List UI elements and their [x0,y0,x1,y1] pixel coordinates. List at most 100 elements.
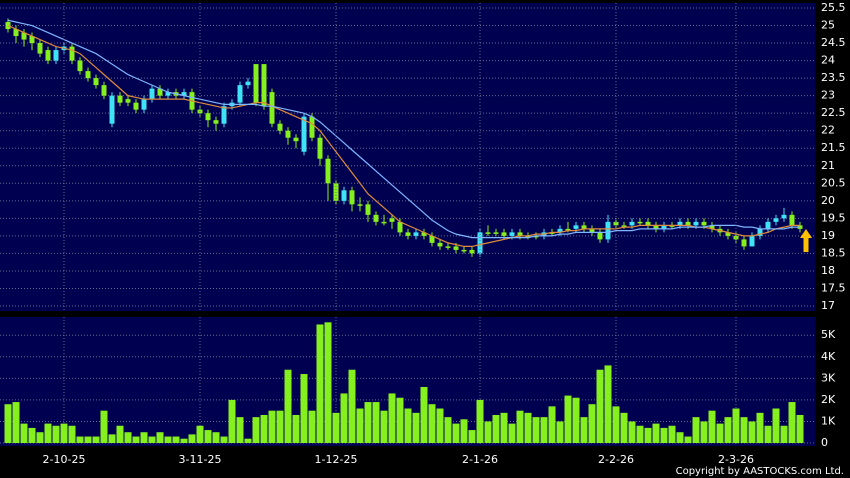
y-tick-label: 2K [821,393,836,406]
candle-body [597,232,603,240]
candle-body [357,204,363,206]
candle-body [341,190,347,201]
y-tick-label: 23.5 [821,71,846,84]
volume-bar [348,369,356,443]
candle-body [789,214,795,226]
candle-body [701,221,707,226]
candle-body [109,95,115,124]
volume-bar [316,324,324,443]
candle-body [533,235,539,238]
volume-bar [716,423,724,443]
volume-bar [484,421,492,443]
volume-bar [252,417,260,443]
volume-bar [268,410,276,443]
candle-body [181,92,187,96]
volume-bar [92,436,100,443]
y-tick-label: 22 [821,124,835,137]
volume-bar [340,393,348,443]
candle-body [149,88,155,100]
y-tick-label: 23 [821,89,835,102]
y-tick-label: 0 [821,436,828,449]
candle-body [637,221,643,224]
candle-body [765,221,771,229]
moving-average-line [7,19,800,239]
candle-body [221,106,227,124]
candle-body [285,130,291,138]
volume-bar [196,425,204,443]
y-tick-label: 25.5 [821,1,846,14]
volume-bar [204,430,212,443]
candle-body [261,64,267,107]
volume-bar [604,365,612,443]
volume-bar [260,414,268,443]
y-tick-label: 4K [821,350,836,363]
y-tick-label: 17 [821,299,835,312]
y-tick-label: 24 [821,54,835,67]
candle-body [629,221,635,226]
candle-body [661,225,667,229]
volume-bar [84,436,92,443]
candle-body [165,92,171,96]
copyright: Copyright by AASTOCKS.com Ltd. [676,466,844,477]
plot-layer: 17 17.5 18 18.5 19 19.5 20 20.5 21 21.5 22 22.5 23 23… [0,1,846,466]
y-tick-label: 5K [821,328,836,341]
volume-bar [100,410,108,443]
candle-body [485,232,491,234]
y-tick-label: 18 [821,264,835,277]
volume-bar [228,399,236,443]
volume-bar [548,406,556,443]
candle-body [413,232,419,236]
volume-bar [292,414,300,443]
volume-bar [332,412,340,443]
candle-body [125,99,131,103]
volume-bar [756,412,764,443]
candle-body [781,214,787,219]
volume-bar [708,410,716,443]
volume-bar [28,427,36,443]
volume-bar [116,425,124,443]
volume-bar [572,397,580,443]
candle-body [621,225,627,227]
volume-bar [420,386,428,443]
candle-body [461,249,467,252]
volume-bar [684,436,692,443]
candle-body [245,81,251,86]
y-tick-label: 1K [821,414,836,427]
volume-bar [764,425,772,443]
volume-bar [780,425,788,443]
candle-body [53,50,59,61]
volume-bar [620,412,628,443]
candle-body [469,249,475,254]
y-tick-label: 25 [821,19,835,32]
candle-body [693,221,699,226]
y-tick-label: 21 [821,159,835,172]
y-tick-label: 18.5 [821,246,846,259]
candle-body [709,225,715,229]
volume-bar [236,417,244,443]
candle-body [69,46,75,61]
candle-body [741,239,747,247]
candle-body [645,221,651,226]
candle-body [613,221,619,226]
volume-bar [60,423,68,443]
y-tick-label: 21.5 [821,141,846,154]
candle-body [85,71,91,79]
volume-bar [580,417,588,443]
volume-bar [636,425,644,443]
y-tick-label: 19 [821,229,835,242]
candle-body [29,36,35,44]
volume-bar [388,393,396,443]
candle-body [365,204,371,215]
candle-body [653,225,659,229]
price-panel [0,3,815,311]
volume-bar [772,408,780,443]
candle-body [757,228,763,236]
volume-bar [356,408,364,443]
volume-bar [516,410,524,443]
candle-body [565,228,571,231]
volume-bar [532,417,540,443]
candle-body [205,113,211,121]
volume-bar [492,414,500,443]
volume-bar [164,436,172,443]
x-tick-label: 1-12-25 [315,453,358,466]
